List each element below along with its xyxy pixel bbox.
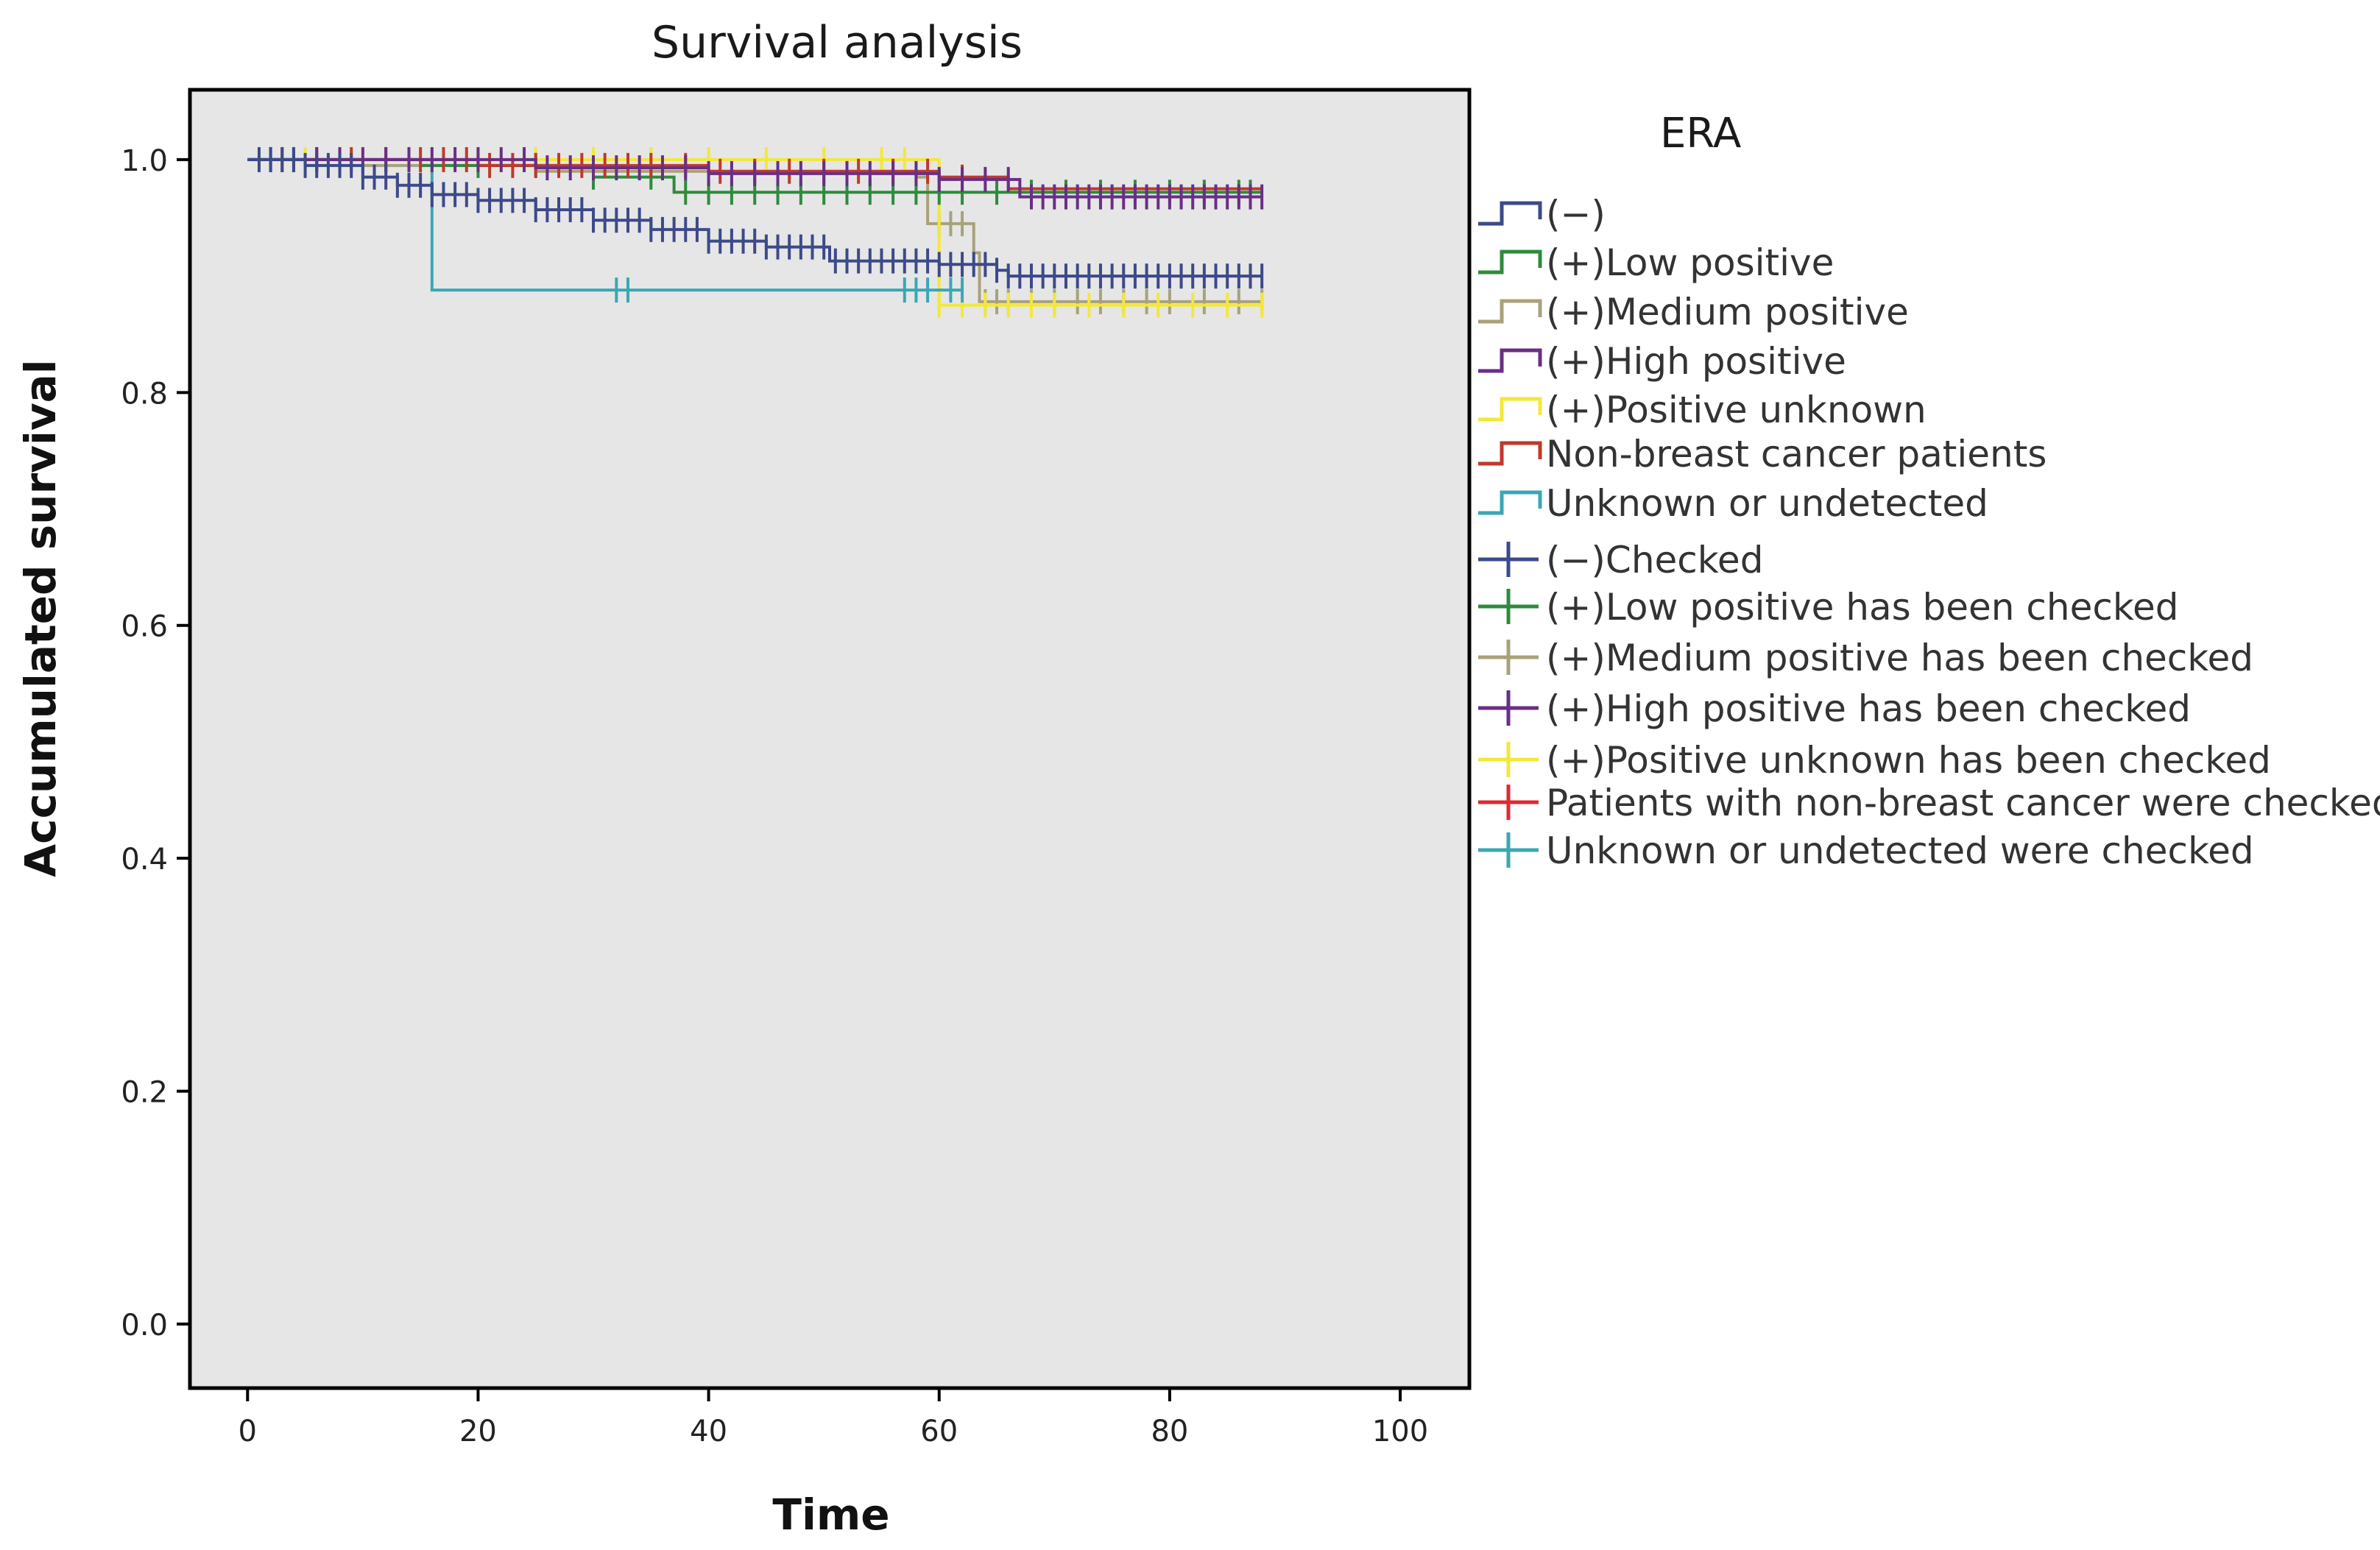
y-tick-label: 0.0 — [121, 1309, 168, 1342]
survival-curve — [247, 158, 1263, 307]
legend-item: (−) — [1478, 193, 1606, 236]
legend-item: (+)High positive has been checked — [1478, 687, 2191, 730]
legend-item: (+)Positive unknown — [1478, 389, 1927, 431]
legend-label: (+)High positive — [1546, 340, 1846, 383]
legend-label: (+)Low positive — [1546, 241, 1834, 284]
legend-item: Unknown or undetected were checked — [1478, 829, 2254, 872]
legend-item: (+)Low positive has been checked — [1478, 586, 2179, 629]
x-axis-label: Time — [772, 1490, 889, 1540]
x-tick-label: 0 — [239, 1415, 257, 1448]
series-layer — [247, 146, 1264, 318]
legend-label: Patients with non-breast cancer were che… — [1546, 782, 2380, 824]
legend-item: (+)Medium positive has been checked — [1478, 637, 2253, 679]
y-tick-label: 0.6 — [121, 610, 168, 644]
legend-step-symbol — [1478, 250, 1542, 275]
x-tick-label: 20 — [459, 1415, 497, 1448]
legend-step-symbol — [1478, 441, 1542, 466]
chart-title: Survival analysis — [652, 17, 1023, 68]
legend-label: Non-breast cancer patients — [1546, 433, 2047, 475]
y-tick-label: 0.2 — [121, 1076, 168, 1110]
legend-item: (+)Low positive — [1478, 241, 1834, 284]
x-axis: 0 20 40 60 80 100 — [239, 1388, 1428, 1448]
legend-label: (+)Medium positive — [1546, 291, 1909, 333]
legend: (−) (+)Low positive (+)Medium positive (+)H… — [1478, 193, 2380, 872]
y-tick-label: 0.4 — [121, 843, 168, 877]
y-tick-label: 0.8 — [121, 377, 168, 411]
legend-step-symbol — [1478, 348, 1542, 373]
x-tick-label: 60 — [920, 1415, 958, 1448]
y-axis: 0.0 0.2 0.4 0.6 0.8 1.0 — [121, 144, 190, 1342]
survival-series — [247, 146, 1264, 289]
x-tick-label: 80 — [1151, 1415, 1188, 1448]
survival-series — [247, 146, 1264, 210]
legend-label: (+)Positive unknown — [1546, 389, 1927, 431]
legend-step-symbol — [1478, 299, 1542, 324]
x-tick-label: 40 — [690, 1415, 727, 1448]
legend-label: (−) — [1546, 193, 1606, 236]
y-tick-label: 1.0 — [121, 144, 168, 178]
legend-label: (+)Positive unknown has been checked — [1546, 739, 2271, 782]
plot-area — [188, 88, 1472, 1390]
legend-item: (−)Checked — [1478, 539, 1763, 581]
legend-step-symbol — [1478, 490, 1542, 515]
legend-label: Unknown or undetected were checked — [1546, 829, 2254, 872]
legend-label: Unknown or undetected — [1546, 482, 1988, 525]
survival-series — [247, 158, 1264, 314]
legend-label: (+)Low positive has been checked — [1546, 586, 2179, 629]
legend-item: Unknown or undetected — [1478, 482, 1988, 525]
legend-item: Patients with non-breast cancer were che… — [1478, 782, 2380, 824]
legend-item: (+)Medium positive — [1478, 291, 1909, 333]
legend-step-symbol — [1478, 201, 1542, 226]
legend-label: (−)Checked — [1546, 539, 1763, 581]
survival-curve — [247, 158, 1263, 303]
y-axis-label: Accumulated survival — [15, 359, 66, 877]
x-tick-label: 100 — [1372, 1415, 1428, 1448]
legend-step-symbol — [1478, 397, 1542, 422]
legend-label: (+)High positive has been checked — [1546, 687, 2191, 730]
legend-item: (+)Positive unknown has been checked — [1478, 739, 2271, 782]
legend-title: ERA — [1660, 110, 1741, 158]
legend-label: (+)Medium positive has been checked — [1546, 637, 2253, 679]
legend-item: (+)High positive — [1478, 340, 1846, 383]
legend-item: Non-breast cancer patients — [1478, 433, 2047, 475]
